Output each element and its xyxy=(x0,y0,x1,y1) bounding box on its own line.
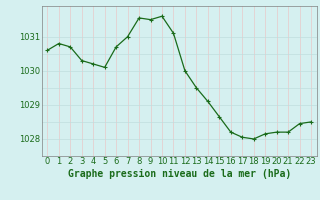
X-axis label: Graphe pression niveau de la mer (hPa): Graphe pression niveau de la mer (hPa) xyxy=(68,169,291,179)
